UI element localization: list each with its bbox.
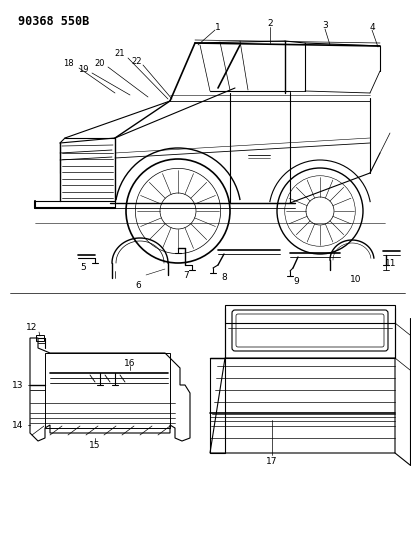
Text: 18: 18 bbox=[63, 59, 73, 68]
Text: 1: 1 bbox=[215, 23, 221, 33]
Text: 3: 3 bbox=[322, 21, 328, 30]
Text: 20: 20 bbox=[95, 59, 105, 68]
Text: 11: 11 bbox=[385, 259, 397, 268]
Text: 19: 19 bbox=[78, 64, 88, 74]
Text: 10: 10 bbox=[350, 274, 362, 284]
Text: 5: 5 bbox=[80, 263, 86, 272]
Text: 90368 550B: 90368 550B bbox=[18, 15, 89, 28]
Text: 13: 13 bbox=[12, 381, 24, 390]
Text: 14: 14 bbox=[12, 421, 24, 430]
Text: 7: 7 bbox=[183, 271, 189, 279]
Text: 21: 21 bbox=[115, 50, 125, 59]
Text: 12: 12 bbox=[26, 324, 38, 333]
Text: 22: 22 bbox=[132, 58, 142, 67]
Text: 6: 6 bbox=[135, 280, 141, 289]
Text: 2: 2 bbox=[267, 20, 273, 28]
Text: 15: 15 bbox=[89, 440, 101, 449]
Text: 4: 4 bbox=[369, 22, 375, 31]
Bar bbox=[36, 335, 44, 341]
Text: 16: 16 bbox=[124, 359, 136, 367]
Text: 9: 9 bbox=[293, 277, 299, 286]
Text: 8: 8 bbox=[221, 273, 227, 282]
Text: 17: 17 bbox=[266, 456, 278, 465]
